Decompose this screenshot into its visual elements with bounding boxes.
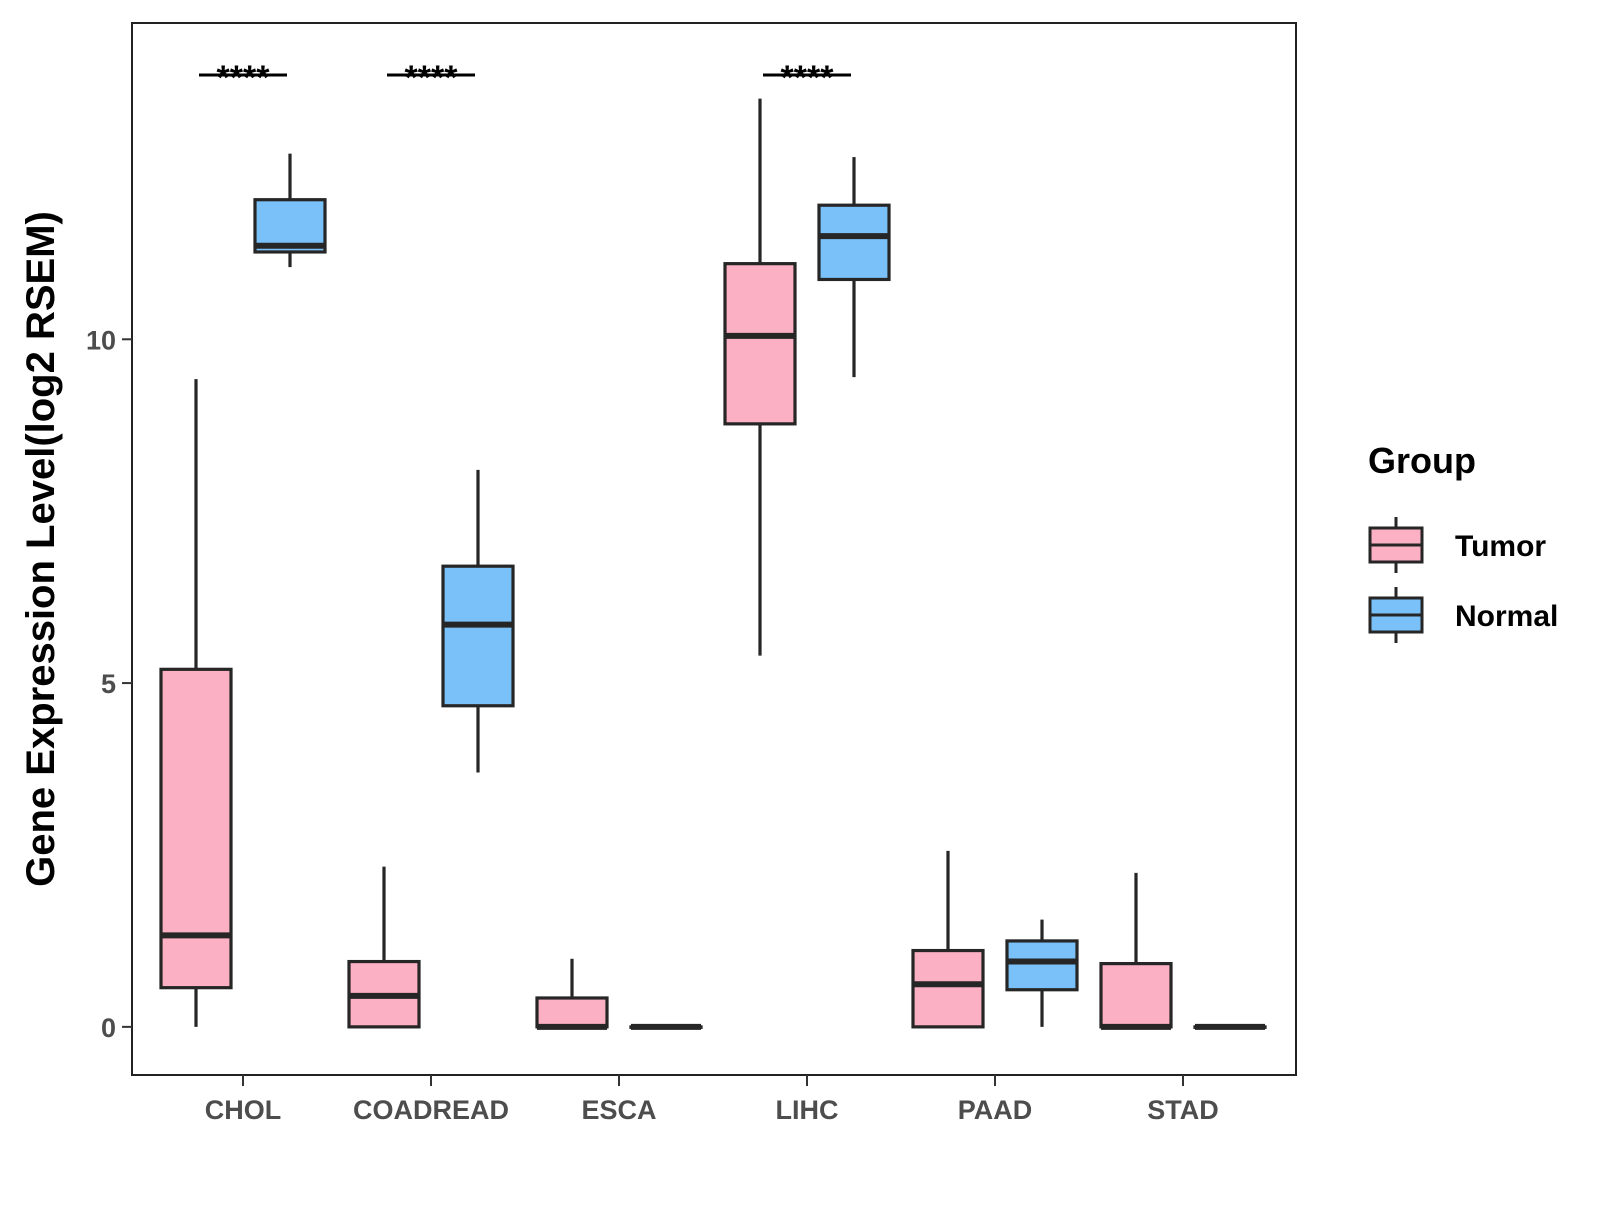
- plot-panel-border: [131, 22, 1297, 1076]
- significance-label-lihc: ****: [781, 59, 835, 97]
- y-axis-title: Gene Expression Level(log2 RSEM): [19, 211, 63, 887]
- plot-layer: **** **** ****: [159, 59, 1267, 1030]
- x-tick-label-stad: STAD: [1147, 1095, 1219, 1125]
- box-normal-lihc-body: [817, 203, 891, 282]
- legend: Group Tumor Normal: [1368, 440, 1558, 643]
- x-tick-label-lihc: LIHC: [776, 1095, 839, 1125]
- significance-label-coadread: ****: [405, 59, 459, 97]
- legend-label-tumor: Tumor: [1455, 530, 1546, 563]
- x-tick-label-paad: PAAD: [958, 1095, 1033, 1125]
- box-tumor-lihc-body: [723, 262, 797, 426]
- box-tumor-chol-body: [159, 667, 233, 990]
- box-normal-paad-body: [1005, 939, 1079, 992]
- legend-label-normal: Normal: [1455, 600, 1558, 633]
- x-tick-label-esca: ESCA: [581, 1095, 656, 1125]
- box-tumor-esca-body: [535, 996, 609, 1029]
- significance-label-chol: ****: [217, 59, 271, 97]
- box-tumor-stad-body: [1099, 962, 1173, 1029]
- axis-layer: 0 5 10 Gene Expression Level(log2 RSEM) CHOL…: [19, 22, 1297, 1125]
- legend-title: Group: [1368, 440, 1476, 481]
- x-tick-label-chol: CHOL: [205, 1095, 282, 1125]
- y-tick-label-5: 5: [101, 669, 116, 699]
- y-tick-label-10: 10: [86, 325, 116, 355]
- box-tumor-paad-body: [911, 948, 985, 1029]
- y-tick-label-0: 0: [101, 1013, 116, 1043]
- x-tick-label-coadread: COADREAD: [353, 1095, 509, 1125]
- box-normal-coadread-body: [441, 564, 515, 708]
